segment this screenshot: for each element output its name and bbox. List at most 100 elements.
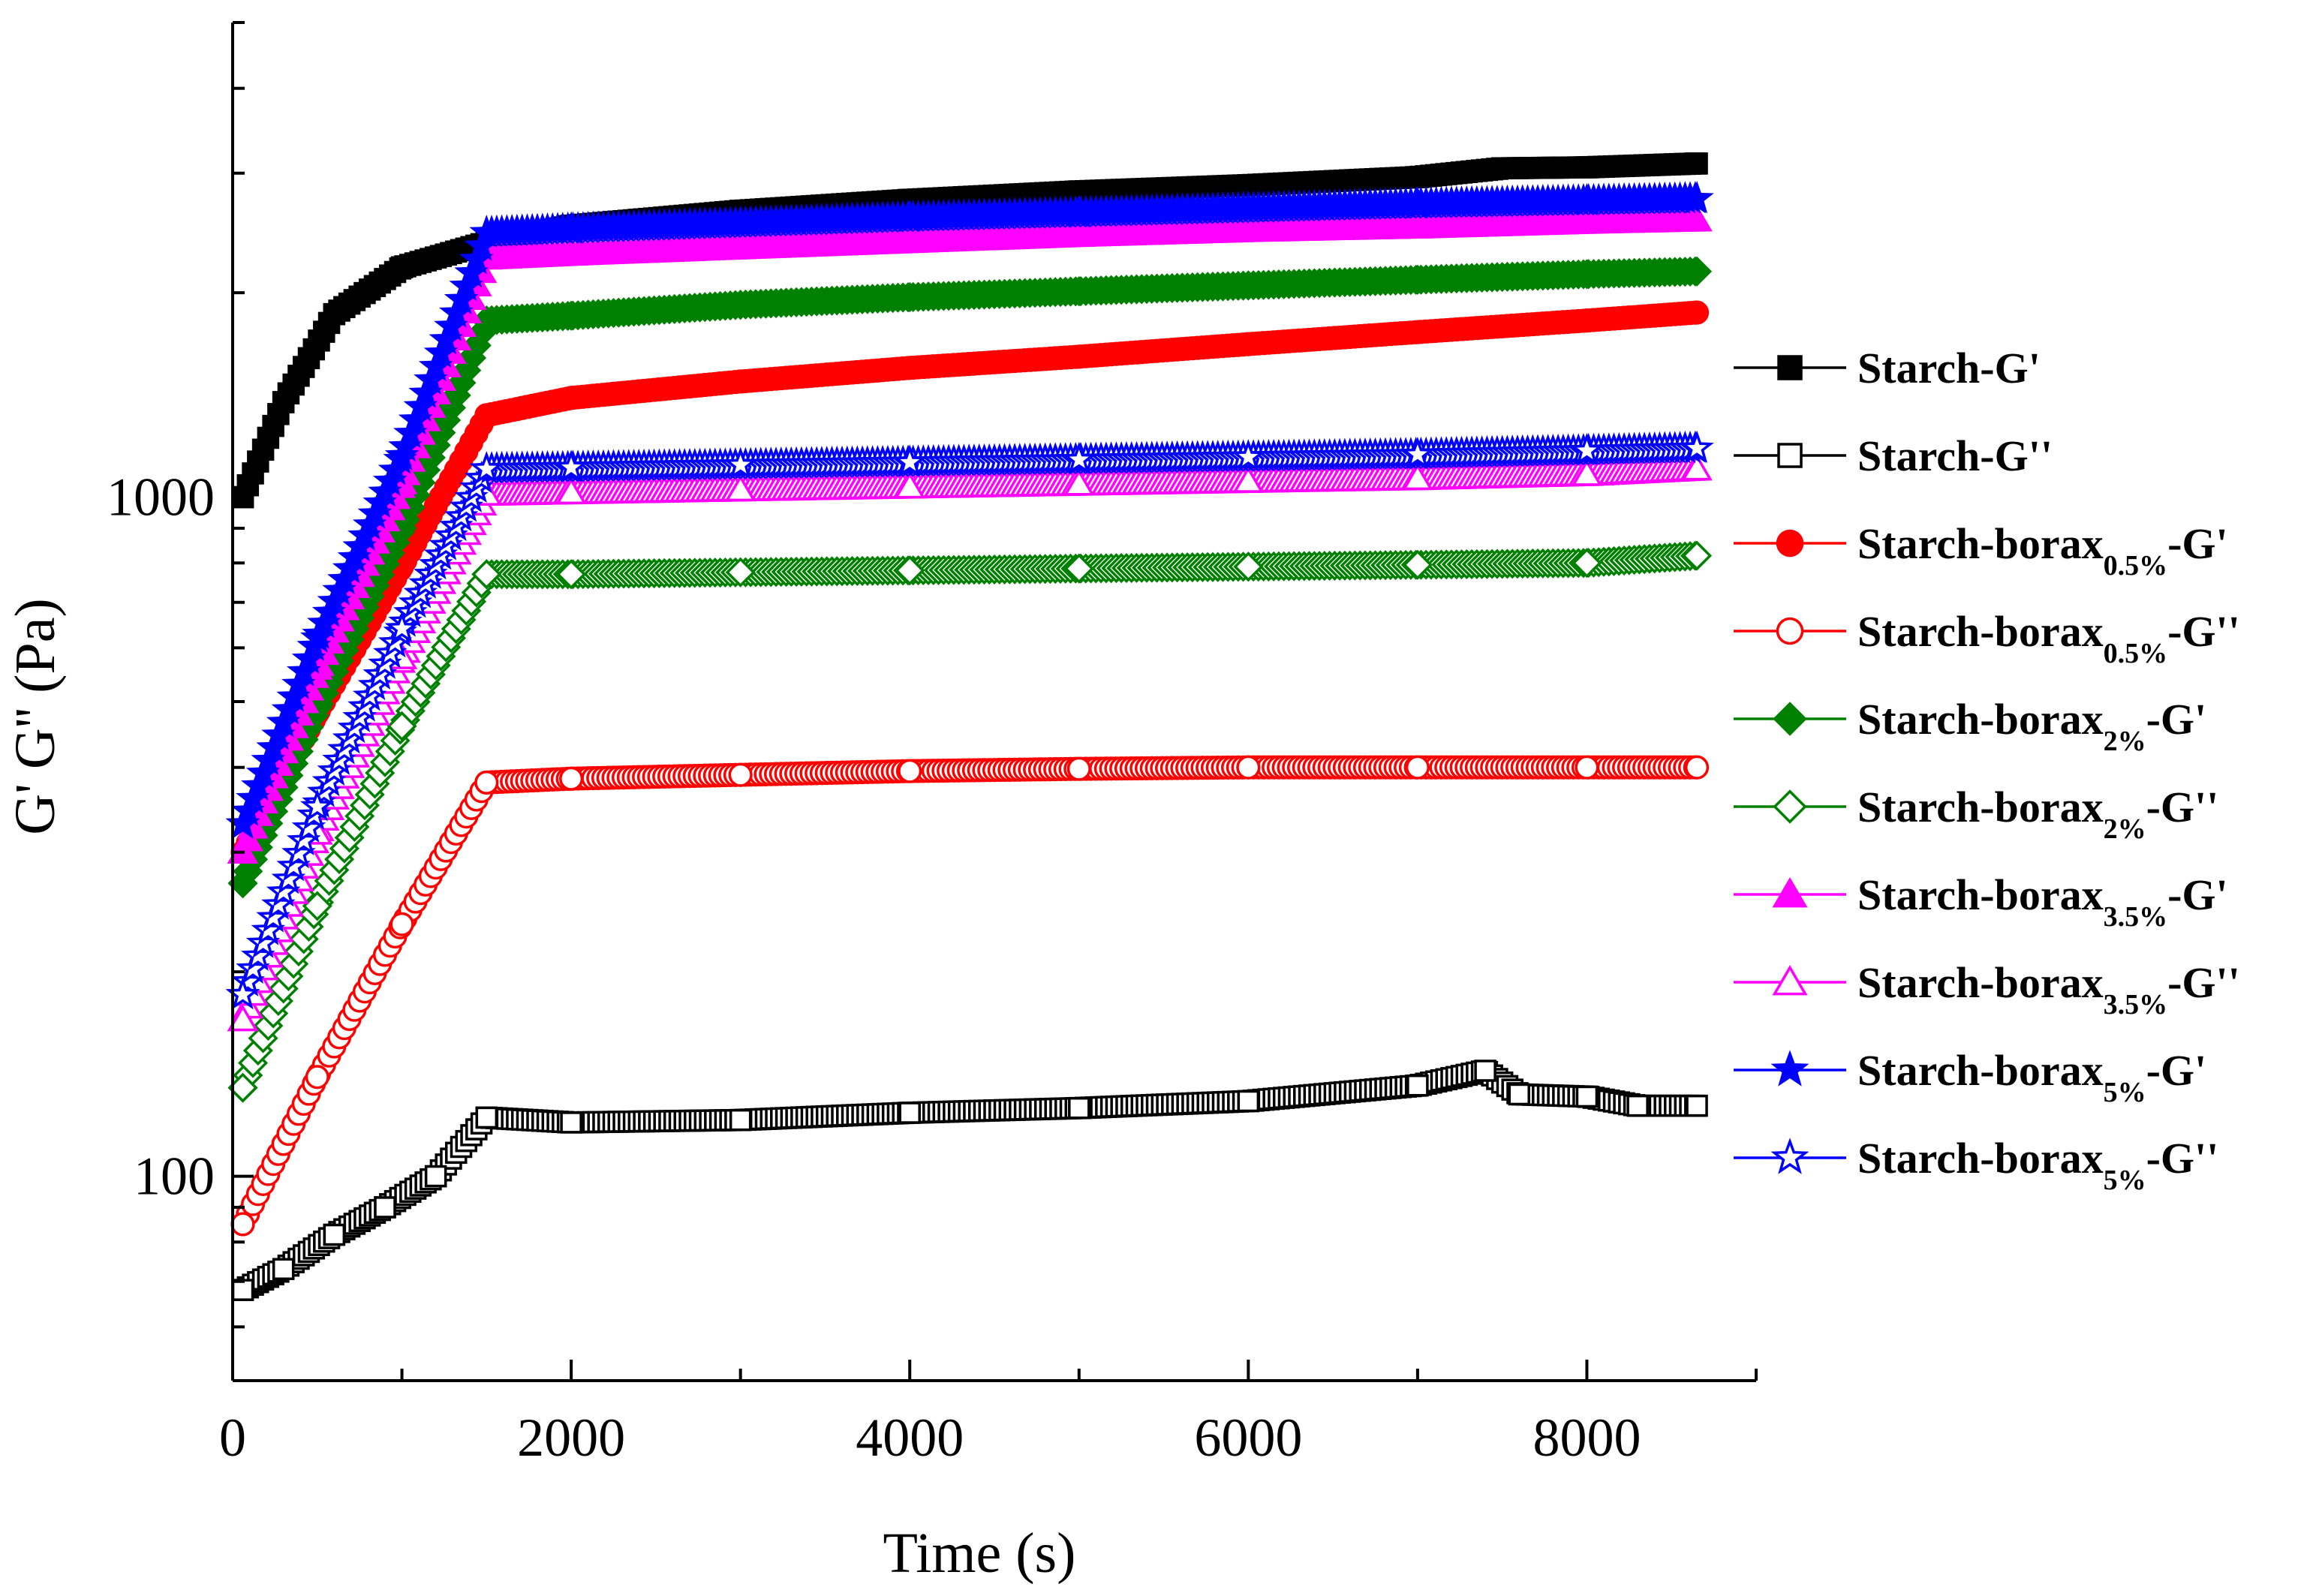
plot-area [225, 152, 1714, 1301]
legend-label: Starch-borax5%-G'' [1857, 1134, 2218, 1196]
data-point [555, 239, 587, 266]
data-point [1575, 1085, 1599, 1108]
data-point [471, 305, 502, 336]
series-starch-borax2-g [227, 256, 1713, 899]
legend-label: Starch-borax3.5%-G'' [1857, 958, 2240, 1020]
data-point [1572, 548, 1602, 579]
data-point [556, 559, 587, 590]
series-starch-g [231, 1059, 1708, 1301]
data-point [1231, 191, 1266, 224]
data-point [898, 1102, 921, 1124]
legend-label: Starch-G'' [1857, 431, 2053, 480]
data-point [1236, 755, 1261, 780]
legend-item: Starch-G' [1734, 344, 2041, 392]
data-point [1063, 220, 1095, 247]
data-point [1575, 755, 1599, 780]
data-point [1569, 432, 1605, 466]
data-point [559, 766, 584, 791]
y-tick-label: 100 [134, 1147, 215, 1207]
data-point [728, 369, 753, 394]
data-point [1405, 320, 1430, 344]
data-point [1063, 553, 1094, 584]
data-point [1569, 182, 1605, 216]
data-point [723, 205, 758, 239]
legend-item: Starch-borax5%-G'' [1734, 1134, 2218, 1196]
series-starch-borax2-g [227, 540, 1713, 1103]
data-point [1685, 300, 1710, 325]
legend-marker [1777, 443, 1803, 468]
legend-marker [1770, 1138, 1809, 1174]
data-point [559, 386, 584, 410]
data-point [1572, 259, 1602, 290]
data-point [1402, 264, 1433, 295]
legend-marker [1776, 529, 1804, 558]
data-point [898, 759, 922, 783]
data-point [1474, 1059, 1496, 1082]
data-point [729, 1108, 752, 1132]
data-point [1231, 439, 1266, 472]
data-point [1233, 270, 1264, 301]
data-point [1681, 453, 1713, 481]
data-point [1575, 156, 1599, 179]
legend-item: Starch-G'' [1734, 431, 2053, 480]
legend: Starch-G' Starch-G'' Starch-borax0.5%-G' St… [1734, 344, 2240, 1196]
series-starch-borax0-5-g [230, 755, 1710, 1237]
data-point [475, 1106, 498, 1129]
data-point [724, 232, 756, 260]
data-point [323, 302, 346, 326]
legend-item: Starch-borax2%-G'' [1734, 783, 2218, 845]
data-point [390, 256, 414, 279]
data-point [1508, 1083, 1530, 1106]
series-starch-borax5-g [225, 430, 1714, 1010]
data-point [384, 610, 420, 644]
data-point [556, 300, 587, 331]
x-axis-title: Time (s) [883, 1522, 1076, 1585]
legend-label: Starch-borax3.5%-G' [1857, 870, 2228, 933]
data-point [231, 1279, 254, 1301]
data-point [1406, 1074, 1429, 1097]
data-point [892, 200, 927, 233]
data-point [230, 1212, 255, 1237]
data-point [555, 477, 587, 504]
data-point [1063, 276, 1094, 307]
data-point [300, 789, 335, 822]
data-point [1680, 430, 1714, 463]
data-point [894, 471, 926, 499]
data-point [1490, 157, 1514, 180]
data-point [1682, 540, 1713, 571]
data-point [374, 1196, 396, 1219]
data-point [725, 290, 756, 320]
data-point [895, 555, 925, 586]
data-point [1686, 152, 1708, 175]
y-tick-label: 1000 [107, 467, 215, 527]
data-point [323, 1223, 346, 1246]
data-point [1405, 755, 1430, 780]
legend-marker [1772, 965, 1808, 996]
legend-item: Starch-borax2%-G' [1734, 695, 2206, 757]
data-point [1402, 212, 1433, 239]
legend-label: Starch-borax2%-G' [1857, 695, 2206, 757]
data-point [1406, 166, 1429, 188]
data-point [471, 559, 502, 590]
data-point [1682, 256, 1713, 287]
legend-item: Starch-borax5%-G' [1734, 1046, 2206, 1108]
data-point [892, 444, 927, 477]
legend-label: Starch-G' [1857, 344, 2041, 392]
legend-marker [1773, 789, 1807, 824]
data-point [1575, 308, 1599, 333]
data-point [1233, 552, 1264, 582]
data-point [474, 770, 499, 795]
data-point [272, 1258, 295, 1281]
data-point [469, 451, 504, 484]
x-tick-label: 0 [219, 1408, 246, 1468]
data-point [390, 912, 414, 936]
legend-item: Starch-borax3.5%-G'' [1734, 958, 2240, 1020]
data-point [725, 557, 756, 588]
data-point [1063, 468, 1095, 496]
data-point [300, 620, 335, 653]
data-point [1066, 756, 1091, 781]
data-point [1236, 332, 1261, 356]
x-tick-label: 2000 [517, 1408, 625, 1468]
x-axis-ticks: 0 2000 4000 6000 8000 [219, 1360, 1758, 1468]
